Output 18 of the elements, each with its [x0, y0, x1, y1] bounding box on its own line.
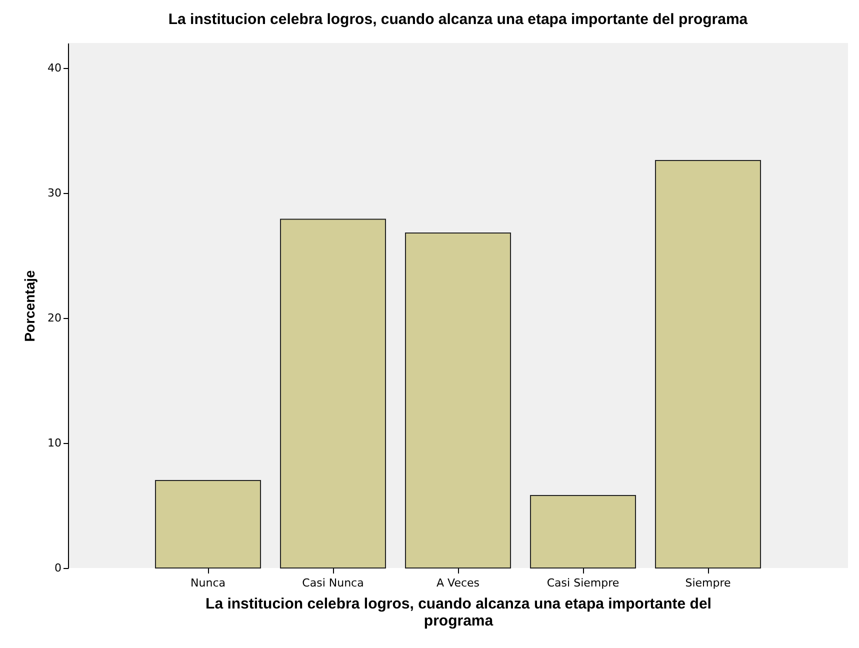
bar [280, 218, 386, 568]
y-tick-label: 40 [48, 62, 62, 74]
bar [530, 495, 636, 568]
x-tick-label: A Veces [436, 576, 480, 590]
bar [155, 480, 261, 568]
y-tick-label: 0 [54, 562, 62, 574]
x-tick-label: Casi Nunca [302, 576, 364, 590]
bar [405, 232, 511, 568]
y-tick-label: 20 [48, 312, 62, 324]
bar [655, 160, 761, 568]
x-tick-label: Casi Siempre [546, 576, 620, 590]
chart-title: La institucion celebra logros, cuando alcanza una etapa importante del programa [168, 11, 748, 28]
x-tick-label: Siempre [685, 576, 732, 590]
x-axis-title: La institucion celebra logros, cuando alcanza una etapa importante del programa [206, 596, 712, 630]
y-tick-label: 10 [48, 436, 62, 450]
y-axis-title: Porcentaje [22, 270, 38, 342]
y-tick-label: 30 [48, 186, 62, 200]
x-tick-label: Nunca [190, 576, 226, 590]
